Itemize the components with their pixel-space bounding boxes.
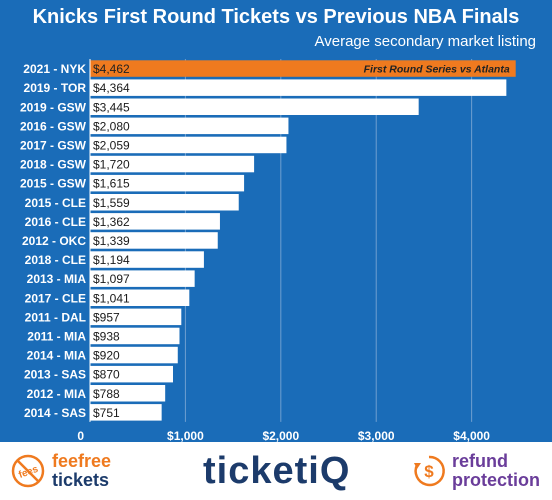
bar-12 xyxy=(90,289,190,306)
value-label-13: $957 xyxy=(93,310,120,324)
refund-protection-logo: $ refund protection xyxy=(412,442,540,500)
bar-16 xyxy=(90,365,174,383)
value-label-9: $1,339 xyxy=(93,234,130,248)
category-label-4: 2017 - GSW xyxy=(20,138,87,152)
category-label-6: 2015 - GSW xyxy=(20,177,87,191)
value-label-5: $1,720 xyxy=(93,158,130,172)
chart-panel: Knicks First Round Tickets vs Previous N… xyxy=(0,0,552,442)
bar-15 xyxy=(90,346,178,364)
x-tick-label-0: 0 xyxy=(77,429,84,442)
value-label-3: $2,080 xyxy=(93,119,130,133)
category-label-1: 2019 - TOR xyxy=(24,81,87,95)
feefree-text: feefree xyxy=(52,451,112,471)
bar-4 xyxy=(90,136,287,154)
chart-subtitle: Average secondary market listing xyxy=(314,33,537,50)
value-label-8: $1,362 xyxy=(93,215,130,229)
category-label-8: 2016 - CLE xyxy=(25,215,86,229)
protection-text: protection xyxy=(452,470,540,490)
bar-17 xyxy=(90,385,166,402)
bar-10 xyxy=(90,251,204,268)
refund-text: refund xyxy=(452,451,508,471)
category-label-12: 2017 - CLE xyxy=(25,291,86,305)
category-label-16: 2013 - SAS xyxy=(24,368,86,382)
fees-crossed-icon: fees xyxy=(11,454,45,488)
highlight-annotation: First Round Series vs Atlanta xyxy=(364,64,510,76)
bar-chart: 2021 - NYK $4,462 First Round Series vs At… xyxy=(20,59,516,442)
category-label-14: 2011 - MIA xyxy=(27,329,86,343)
category-label-10: 2018 - CLE xyxy=(25,253,86,267)
bar-14 xyxy=(90,327,180,345)
dollar-glyph: $ xyxy=(424,462,434,481)
category-label-3: 2016 - GSW xyxy=(20,119,87,133)
bar-11 xyxy=(90,270,195,287)
category-label-18: 2014 - SAS xyxy=(24,406,86,420)
bar-3 xyxy=(90,117,289,135)
bar-5 xyxy=(90,155,255,173)
value-label-12: $1,041 xyxy=(93,291,130,305)
category-label-13: 2011 - DAL xyxy=(25,310,86,324)
value-label-2: $3,445 xyxy=(93,100,130,114)
bar-8 xyxy=(90,213,220,230)
bar-1 xyxy=(90,79,507,96)
bar-0 xyxy=(90,60,516,77)
value-label-14: $938 xyxy=(93,329,120,343)
x-tick-label-4: $4,000 xyxy=(453,429,490,442)
value-label-1: $4,364 xyxy=(93,81,130,95)
ticketiq-logo: ticketiQ xyxy=(203,449,351,492)
category-label-17: 2012 - MIA xyxy=(27,387,87,401)
value-label-0: $4,462 xyxy=(93,62,130,76)
footer: fees feefree tickets ticketiQ $ refund p… xyxy=(0,442,552,500)
value-label-17: $788 xyxy=(93,387,120,401)
value-label-7: $1,559 xyxy=(93,196,130,210)
category-label-15: 2014 - MIA xyxy=(27,349,87,363)
category-label-0: 2021 - NYK xyxy=(23,62,86,76)
value-label-16: $870 xyxy=(93,368,120,382)
chart-title: Knicks First Round Tickets vs Previous N… xyxy=(32,6,520,28)
bar-18 xyxy=(90,404,162,421)
bar-9 xyxy=(90,232,218,249)
value-label-11: $1,097 xyxy=(93,272,130,286)
feefree-tickets-logo: fees feefree tickets xyxy=(10,442,111,500)
bar-13 xyxy=(90,308,182,326)
x-tick-label-1: $1,000 xyxy=(167,429,204,442)
ticketiq-brand: ticketiQ xyxy=(203,442,350,500)
value-label-15: $920 xyxy=(93,349,120,363)
category-label-2: 2019 - GSW xyxy=(20,100,87,114)
bar-2 xyxy=(90,98,419,115)
bar-6 xyxy=(90,174,245,192)
dollar-refund-icon: $ xyxy=(414,455,445,487)
value-label-4: $2,059 xyxy=(93,138,130,152)
x-tick-label-2: $2,000 xyxy=(262,429,299,442)
category-label-7: 2015 - CLE xyxy=(25,196,86,210)
value-label-6: $1,615 xyxy=(93,177,130,191)
bar-7 xyxy=(90,194,239,211)
category-label-9: 2012 - OKC xyxy=(22,234,86,248)
x-tick-label-3: $3,000 xyxy=(358,429,395,442)
tickets-text: tickets xyxy=(52,470,110,490)
value-label-10: $1,194 xyxy=(93,253,130,267)
category-label-5: 2018 - GSW xyxy=(20,158,87,172)
category-label-11: 2013 - MIA xyxy=(27,272,87,286)
value-label-18: $751 xyxy=(93,406,120,420)
